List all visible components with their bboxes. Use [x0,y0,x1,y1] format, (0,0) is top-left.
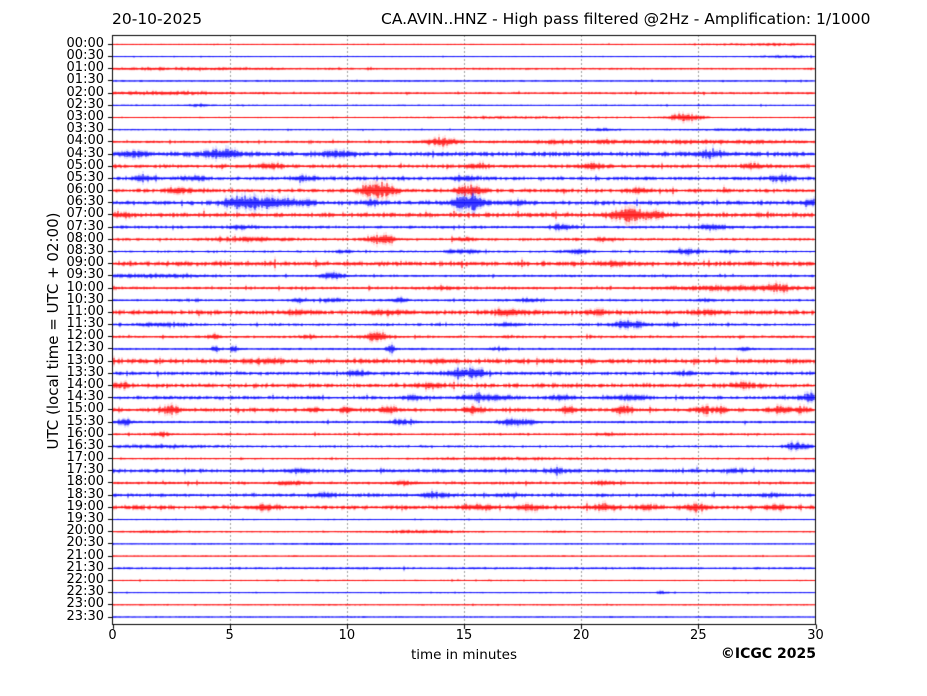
x-tick-label: 0 [108,628,117,643]
x-tick-label: 15 [455,628,473,643]
y-tick-label: 21:30 [66,559,104,575]
y-tick-label: 11:30 [66,316,104,332]
y-tick-label: 19:00 [66,498,104,514]
plot-title: CA.AVIN..HNZ - High pass filtered @2Hz -… [381,10,871,28]
x-tick-label: 25 [690,628,707,643]
x-tick-label: 10 [338,628,356,643]
y-tick-label: 15:00 [66,401,104,417]
y-tick-label: 13:30 [66,364,104,380]
y-tick-label: 18:00 [66,474,104,490]
y-tick-label: 22:00 [66,571,104,587]
x-tick-label: 20 [572,628,590,643]
y-tick-label: 19:30 [66,511,104,527]
x-tick-label: 5 [225,628,234,643]
y-tick-label: 08:30 [66,243,104,258]
y-tick-label: 18:30 [66,486,104,502]
y-tick-label: 01:30 [66,72,104,88]
y-tick-label: 00:00 [66,35,104,51]
y-tick-label: 05:30 [66,169,104,185]
y-tick-label: 03:30 [66,121,104,137]
y-tick-label: 16:00 [66,425,104,441]
y-tick-label: 02:30 [66,96,104,112]
y-tick-label: 00:30 [66,48,104,64]
plot-date: 20-10-2025 [112,10,203,28]
y-tick-label: 22:30 [66,584,104,600]
x-axis-label: time in minutes [410,647,518,663]
y-tick-label: 14:30 [66,389,104,405]
y-tick-label: 20:30 [66,535,104,551]
y-tick-label: 05:00 [66,157,104,173]
y-tick-label: 06:30 [66,194,104,210]
y-tick-label: 02:00 [66,84,104,100]
y-tick-label: 11:00 [66,303,104,319]
y-tick-label: 14:00 [66,377,104,393]
y-tick-label: 21:00 [66,547,104,563]
y-tick-label: 12:00 [66,328,104,344]
y-tick-label: 04:30 [66,145,104,161]
y-tick-label: 08:00 [66,230,104,246]
y-tick-label: 01:00 [66,60,104,76]
y-tick-label: 12:30 [66,340,104,356]
copyright-credit: ©ICGC 2025 [720,646,816,662]
y-tick-label: 17:00 [66,450,104,466]
y-tick-label: 23:30 [66,608,104,624]
y-tick-label: 16:30 [66,437,104,453]
y-tick-label: 04:00 [66,133,104,149]
y-tick-label: 13:00 [66,352,104,368]
y-tick-label: 09:30 [66,267,104,283]
y-tick-label: 09:00 [66,255,104,271]
y-tick-label: 10:30 [66,291,104,307]
y-tick-label: 10:00 [66,279,104,295]
y-tick-label: 17:30 [66,462,104,478]
y-tick-label: 23:00 [66,596,104,612]
y-tick-label: 07:30 [66,218,104,234]
x-tick-label: 30 [807,628,824,643]
y-tick-label: 20:00 [66,523,104,539]
y-tick-label: 03:00 [66,108,104,124]
y-tick-label: 06:00 [66,182,104,198]
y-tick-label: 07:00 [66,206,104,222]
y-tick-label: 15:30 [66,413,104,429]
